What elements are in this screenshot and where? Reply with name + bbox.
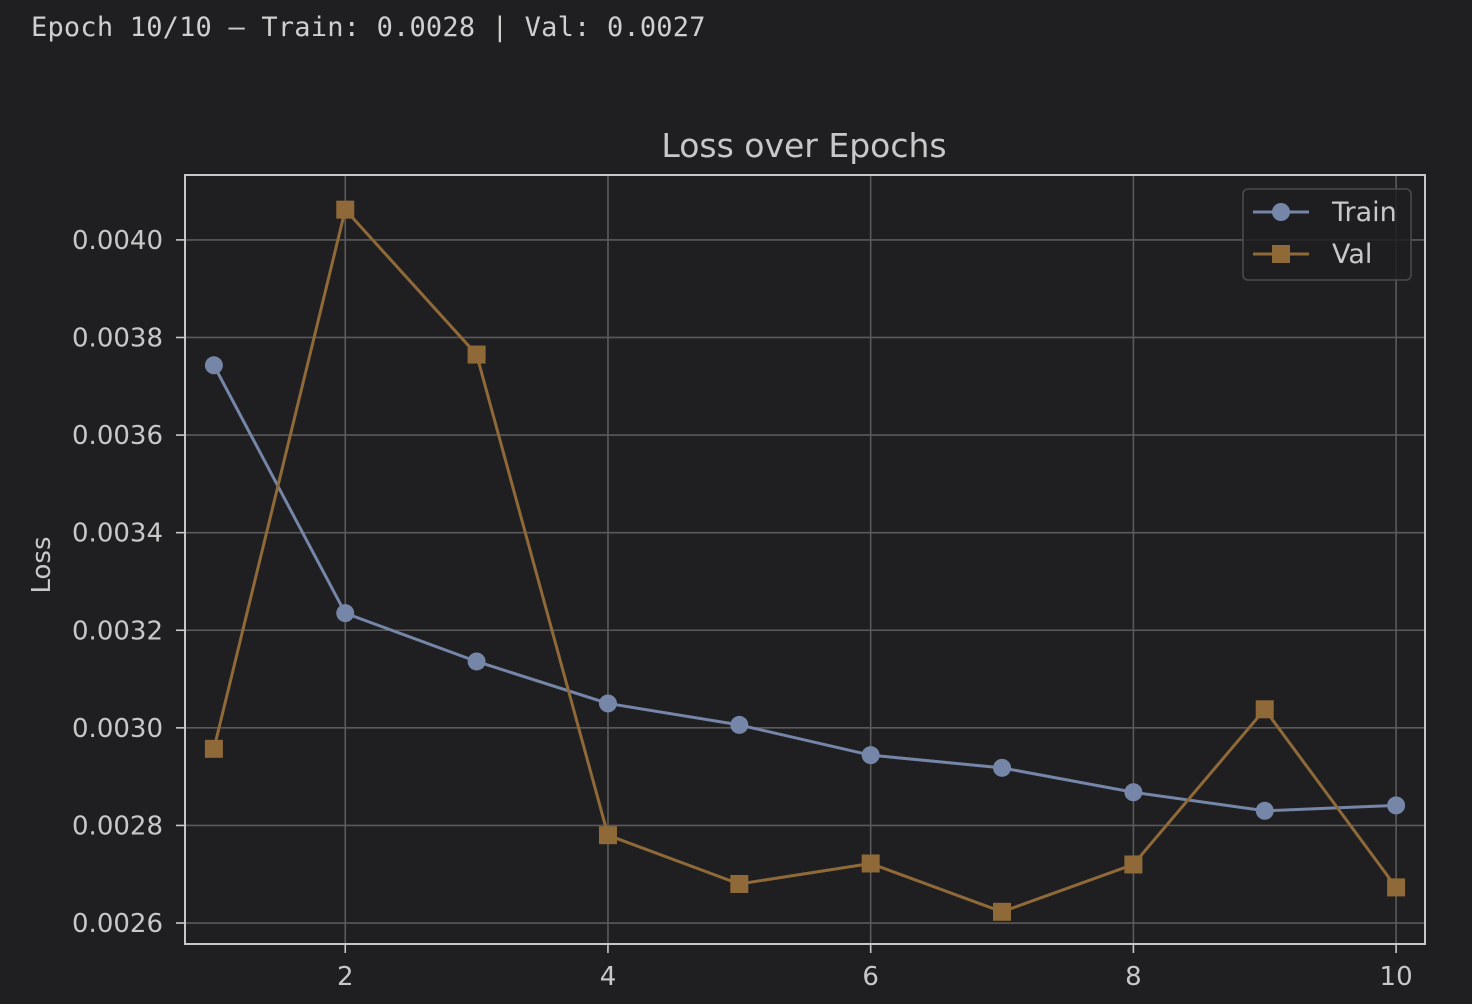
x-tick-label: 8 [1125,962,1142,992]
val-data-point [861,854,880,873]
y-tick-label: 0.0038 [72,323,163,353]
y-tick-label: 0.0026 [72,909,163,939]
plot-frame [184,174,1426,945]
val-data-point [598,826,617,845]
train-data-point [861,746,880,765]
chart-title: Loss over Epochs [661,126,946,165]
train-data-point [204,356,223,375]
y-tick-label: 0.0034 [72,519,163,549]
x-tick-label: 2 [337,962,354,992]
console-output-line: Epoch 10/10 — Train: 0.0028 | Val: 0.002… [31,12,706,43]
val-data-point [1255,700,1274,719]
val-data-point [336,200,355,219]
y-tick-label: 0.0036 [72,421,163,451]
val-data-point [730,874,749,893]
y-axis-ticks: 0.0026 0.0028 0.0030 0.0032 0.0034 0.0036 0.00… [72,226,185,939]
x-tick-label: 4 [600,962,617,992]
train-data-point [467,652,486,671]
val-data-point [1387,878,1406,897]
val-data-point [467,345,486,364]
legend-train-marker [1272,203,1290,221]
y-tick-label: 0.0040 [72,226,163,256]
x-tick-label: 6 [862,962,879,992]
val-data-point [1124,855,1143,874]
train-data-point [1124,783,1143,802]
grid-lines [185,175,1425,944]
y-tick-label: 0.0032 [72,616,163,646]
val-data-point [993,902,1012,921]
train-series-line [212,364,1397,813]
y-tick-label: 0.0028 [72,811,163,841]
x-axis-ticks: 2 4 6 8 10 [337,944,1413,992]
train-data-point [336,604,355,623]
legend-train-label: Train [1331,197,1397,228]
train-data-point [730,715,749,734]
y-tick-label: 0.0030 [72,714,163,744]
data-series [204,200,1406,921]
train-data-point [598,694,617,713]
train-data-point [1255,801,1274,820]
legend: Train Val [1242,188,1412,281]
y-axis-label: Loss [27,536,57,593]
val-series-line [212,208,1398,914]
legend-val-marker [1272,245,1290,263]
val-data-point [204,739,223,758]
train-data-point [993,758,1012,777]
train-data-point [1387,796,1406,815]
legend-val-label: Val [1332,239,1372,270]
x-tick-label: 10 [1380,962,1413,992]
